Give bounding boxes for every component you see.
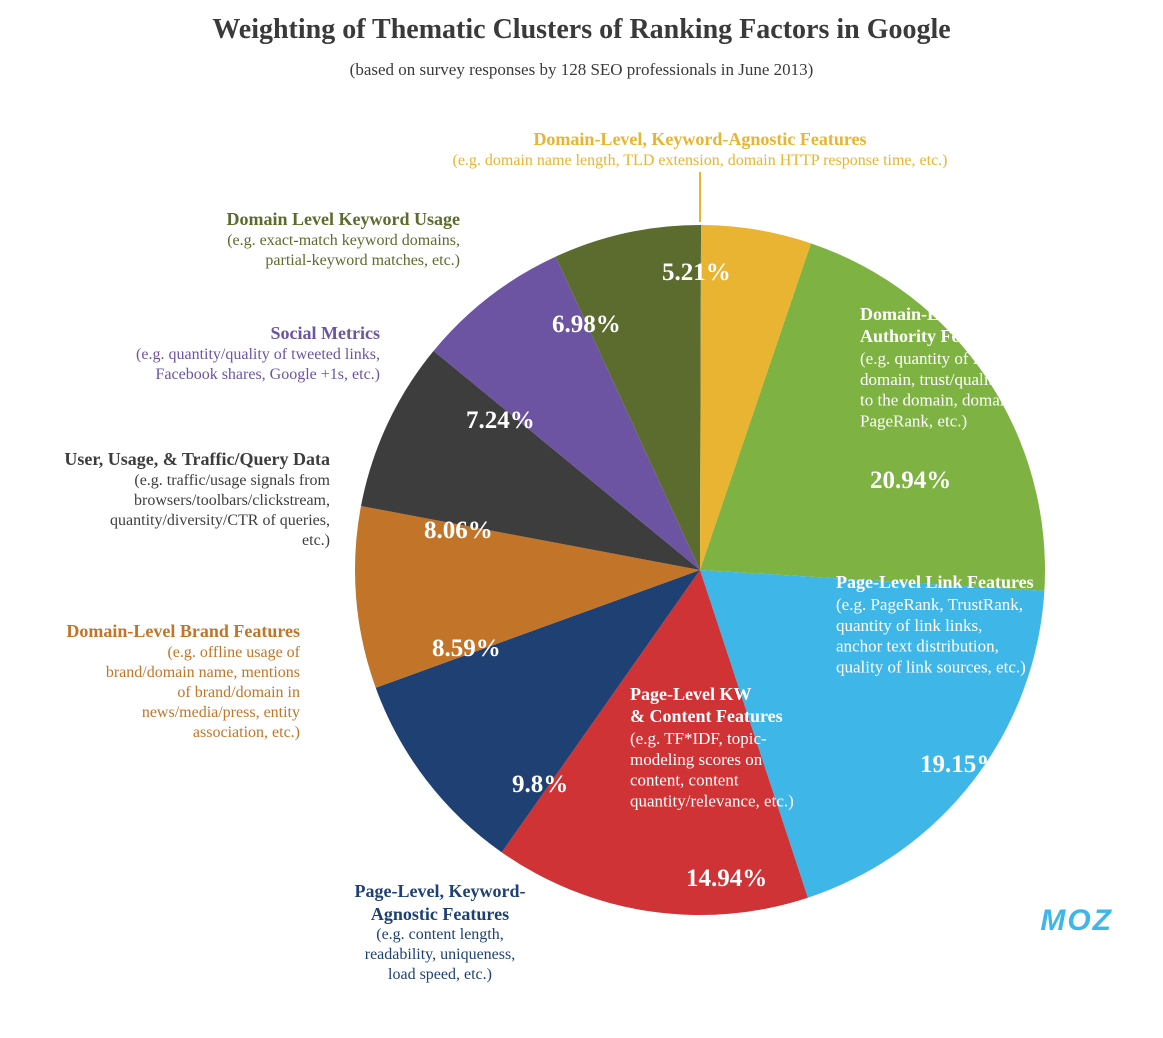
slice-callout: Domain-Level, Keyword-Agnostic Features(… bbox=[420, 128, 980, 171]
moz-logo: MOZ bbox=[1040, 904, 1113, 938]
slice-callout: User, Usage, & Traffic/Query Data(e.g. t… bbox=[0, 448, 330, 551]
callout-title: Domain-Level, Keyword-Agnostic Features bbox=[420, 128, 980, 151]
callout-desc: (e.g. content length,readability, unique… bbox=[310, 925, 570, 985]
slice-pct-label: 5.21% bbox=[662, 259, 731, 286]
callout-desc: (e.g. exact-match keyword domains,partia… bbox=[130, 231, 460, 271]
slice-pct-label: 19.15% bbox=[920, 751, 1001, 778]
slice-pct-label: 8.59% bbox=[432, 635, 501, 662]
callout-title: Domain Level Keyword Usage bbox=[130, 208, 460, 231]
callout-desc: (e.g. domain name length, TLD extension,… bbox=[420, 151, 980, 171]
callout-title: Social Metrics bbox=[40, 322, 380, 345]
callout-desc: (e.g. quantity/quality of tweeted links,… bbox=[40, 345, 380, 385]
slice-pct-label: 9.8% bbox=[512, 771, 568, 798]
slice-callout: Domain-Level Brand Features(e.g. offline… bbox=[10, 620, 300, 743]
slice-callout: Page-Level, Keyword-Agnostic Features(e.… bbox=[310, 880, 570, 985]
slice-pct-label: 20.94% bbox=[870, 467, 951, 494]
callout-desc: (e.g. offline usage ofbrand/domain name,… bbox=[10, 643, 300, 743]
slice-inner-label: Domain-Level, LinkAuthority Features(e.g… bbox=[860, 304, 1057, 430]
slice-callout: Social Metrics(e.g. quantity/quality of … bbox=[40, 322, 380, 385]
slice-pct-label: 8.06% bbox=[424, 517, 493, 544]
slice-pct-label: 7.24% bbox=[466, 407, 535, 434]
slice-callout: Domain Level Keyword Usage(e.g. exact-ma… bbox=[130, 208, 460, 271]
slice-pct-label: 6.98% bbox=[552, 311, 621, 338]
callout-title: User, Usage, & Traffic/Query Data bbox=[0, 448, 330, 471]
callout-title: Domain-Level Brand Features bbox=[10, 620, 300, 643]
callout-title: Page-Level, Keyword-Agnostic Features bbox=[310, 880, 570, 925]
slice-pct-label: 14.94% bbox=[686, 865, 767, 892]
callout-desc: (e.g. traffic/usage signals frombrowsers… bbox=[0, 471, 330, 551]
